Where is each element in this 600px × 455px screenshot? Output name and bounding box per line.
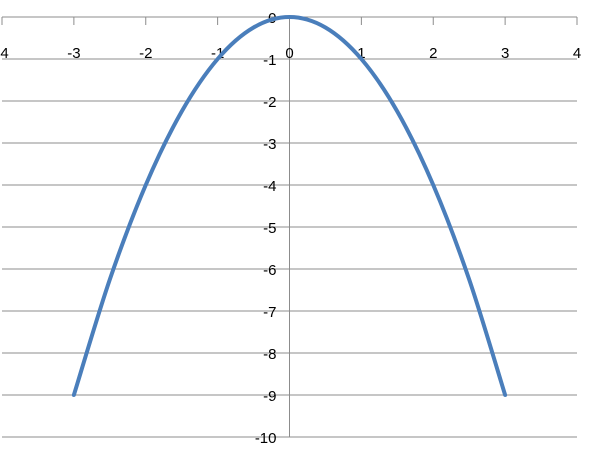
y-tick-label: -5 <box>263 220 276 237</box>
y-tick-label: -7 <box>263 304 276 321</box>
x-tick-label: 0 <box>285 45 293 62</box>
x-tick-label: 1 <box>357 45 365 62</box>
x-tick-label: -2 <box>139 45 152 62</box>
y-tick-label: -3 <box>263 136 276 153</box>
y-tick-label: -6 <box>263 262 276 279</box>
y-tick-label: -9 <box>263 388 276 405</box>
y-tick-label: -2 <box>263 94 276 111</box>
x-tick-label: 2 <box>429 45 437 62</box>
x-tick-label: -3 <box>67 45 80 62</box>
series-line <box>71 14 508 397</box>
y-tick-label: -10 <box>255 430 277 447</box>
y-tick-label: -4 <box>263 178 276 195</box>
x-tick-label: -4 <box>0 45 9 62</box>
x-tick-label: 3 <box>501 45 509 62</box>
x-tick-label: 4 <box>573 45 581 62</box>
y-tick-label: -1 <box>263 52 276 69</box>
y-tick-label: -8 <box>263 346 276 363</box>
